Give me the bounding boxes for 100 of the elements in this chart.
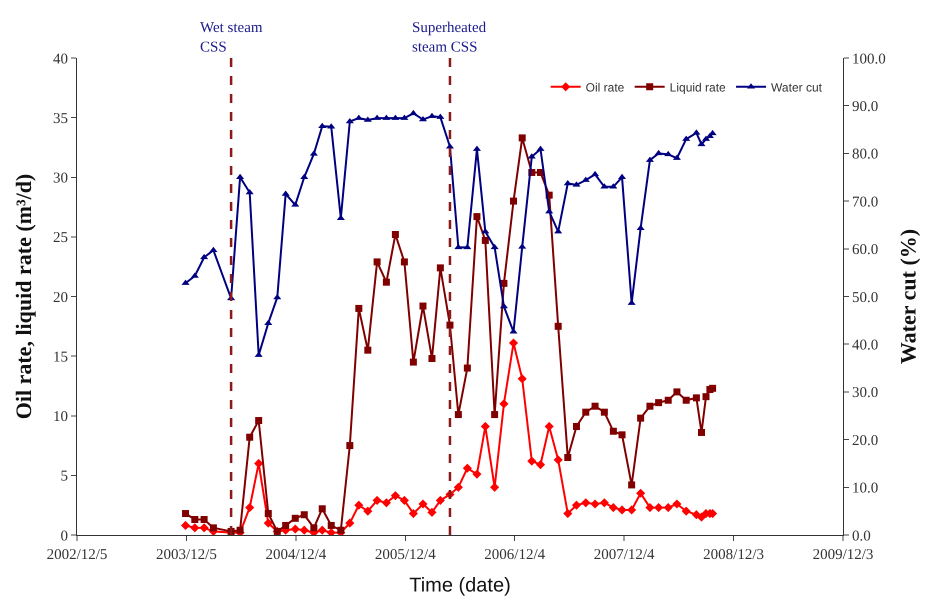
point [628,481,636,488]
point [664,150,672,156]
point [518,374,527,384]
y-axis-title: Oil rate, liquid rate (m³/d) [10,174,36,420]
y2-axis-title: Water cut (%) [896,228,921,364]
point [200,254,208,260]
point [210,524,217,532]
x-tick-label: 2008/12/3 [703,547,764,563]
point [563,508,572,518]
point [518,134,526,142]
point [345,518,354,528]
point [581,498,590,508]
point [382,498,391,508]
point [645,503,654,512]
point [436,496,445,505]
y2-tick-label: 90.0 [852,98,878,115]
y-tick-label: 35 [53,110,68,127]
point [427,508,437,517]
point [292,514,299,522]
point [300,511,308,518]
point [264,518,273,528]
point [600,183,608,189]
point [702,393,710,400]
y2-tick-label: 30.0 [852,385,878,402]
point [554,455,563,464]
point [610,428,617,435]
point [418,499,428,509]
y-tick-label: 20 [53,290,68,306]
y-tick-label: 25 [53,230,68,246]
point [346,442,354,450]
point [346,118,354,124]
point [627,505,636,515]
point [636,488,646,498]
point [564,180,572,186]
point [446,322,454,329]
legend-label: Water cut [771,80,823,94]
point [608,503,618,512]
point [654,503,664,512]
y2-tick-label: 70.0 [852,194,878,210]
point [655,399,662,406]
point [190,272,199,278]
point [637,414,644,422]
point [682,396,690,404]
y-tick-label: 30 [53,170,68,186]
point [200,523,209,532]
point [392,230,399,238]
ref-line-label: Superheated steam CSS [412,20,487,56]
point [590,499,600,509]
point [591,170,600,176]
point [318,505,326,512]
point [245,503,254,512]
y-tick-label: 0 [60,528,68,544]
x-tick-label: 2005/12/4 [374,547,436,563]
y-tick-label: 5 [60,468,68,485]
point [410,358,417,366]
legend-label: Liquid rate [670,80,726,94]
point [472,470,482,479]
point [328,522,335,529]
point [182,510,190,518]
point [454,244,462,250]
point [290,524,300,534]
point [536,460,546,470]
point [572,500,582,510]
x-tick-label: 2004/12/4 [265,547,327,563]
point [191,516,198,523]
point [419,302,426,310]
point [617,505,627,515]
point [354,500,364,510]
point [364,346,372,354]
point [582,408,590,416]
point [554,322,562,330]
point [454,411,462,418]
point [464,364,471,372]
point [480,422,490,432]
point [592,402,599,410]
x-tick-label: 2006/12/4 [484,547,546,563]
point [692,129,700,135]
point [363,506,372,516]
point [291,201,300,207]
point [180,520,190,530]
point [499,399,508,408]
y2-tick-label: 60.0 [852,242,878,258]
point [408,508,418,518]
y-tick-label: 10 [53,409,68,425]
point [200,516,208,523]
y2-tick-label: 100.0 [852,51,886,68]
point [282,190,290,196]
point [190,523,200,532]
x-tick-label: 2009/12/3 [812,547,874,563]
point [636,224,645,230]
point [490,244,499,250]
y2-tick-label: 20.0 [852,432,878,449]
point [527,456,536,466]
point [264,510,272,518]
point [372,496,382,505]
y-tick-label: 40 [53,51,68,68]
point [654,150,663,156]
y-tick-label: 15 [53,349,68,366]
point [709,384,716,392]
y2-tick-label: 0.0 [852,528,871,544]
